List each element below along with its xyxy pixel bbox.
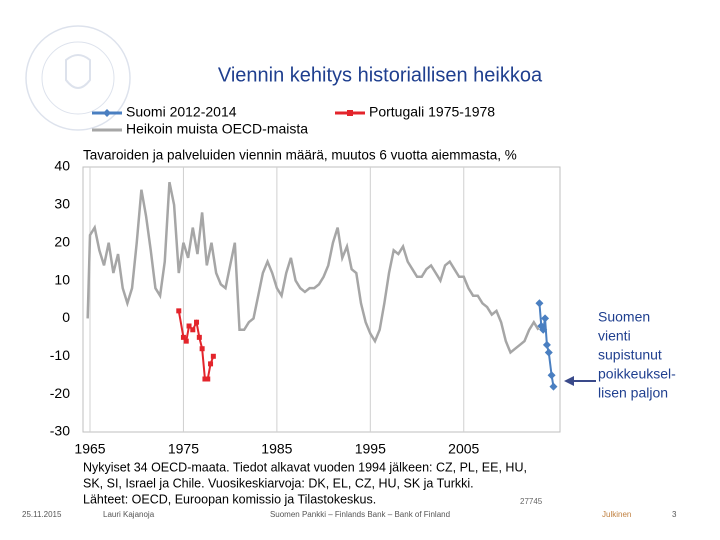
annotation: Suomen: [598, 309, 650, 325]
marker: [535, 299, 544, 308]
x-tick-label: 1995: [355, 441, 386, 457]
marker: [183, 338, 189, 344]
y-tick-label: -20: [50, 385, 70, 401]
footer-date: 25.11.2015: [22, 510, 62, 519]
marker: [542, 340, 551, 349]
marker: [547, 371, 556, 380]
legend-label: Portugali 1975-1978: [369, 104, 495, 120]
y-tick-label: 10: [54, 271, 70, 287]
marker: [210, 353, 216, 359]
marker: [186, 323, 192, 329]
marker: [199, 346, 205, 352]
marker: [190, 327, 196, 333]
arrow: [564, 376, 596, 386]
logo: [25, 25, 131, 131]
series-line: [86, 181, 540, 355]
marker: [544, 348, 553, 357]
y-tick-label: 30: [54, 196, 70, 212]
marker: [539, 325, 548, 334]
plot-area: [82, 166, 561, 433]
marker: [194, 319, 200, 325]
note: Lähteet: OECD, Euroopan komissio ja Tila…: [83, 492, 376, 506]
note: SK, SI, Israel ja Chile. Vuosikeskiarvoj…: [83, 476, 474, 490]
page-number: 3: [672, 510, 677, 519]
footer-org: Suomen Pankki – Finlands Bank – Bank of …: [270, 510, 450, 519]
footer-class: Julkinen: [602, 510, 631, 519]
y-tick-label: 0: [62, 309, 70, 325]
legend-label: Suomi 2012-2014: [126, 104, 237, 120]
y-tick-label: -30: [50, 423, 70, 439]
marker: [176, 308, 182, 314]
x-tick-label: 1985: [261, 441, 292, 457]
marker: [202, 376, 208, 382]
annotation: poikkeuksel-: [598, 366, 676, 382]
legend-marker: [347, 110, 353, 116]
annotation: supistunut: [598, 347, 662, 363]
legend-marker: [103, 109, 111, 117]
x-tick-label: 1975: [168, 441, 199, 457]
y-tick-label: -10: [50, 347, 70, 363]
y-tick-label: 40: [54, 158, 70, 174]
marker: [196, 334, 202, 340]
footer-author: Lauri Kajanoja: [103, 510, 155, 519]
code: 27745: [520, 497, 543, 506]
marker: [180, 334, 186, 340]
annotation: vienti: [598, 328, 631, 344]
chart-subtitle: Tavaroiden ja palveluiden viennin määrä,…: [83, 148, 517, 163]
annotation: lisen paljon: [598, 385, 668, 401]
marker: [208, 361, 214, 367]
x-tick-label: 1965: [74, 441, 105, 457]
marker: [541, 314, 550, 323]
marker: [205, 376, 211, 382]
x-tick-label: 2005: [448, 441, 479, 457]
marker: [549, 382, 558, 391]
note: Nykyiset 34 OECD-maata. Tiedot alkavat v…: [83, 460, 527, 474]
title: Viennin kehitys historiallisen heikkoa: [218, 64, 543, 86]
legend-label: Heikoin muista OECD-maista: [126, 121, 308, 137]
y-tick-label: 20: [54, 233, 70, 249]
